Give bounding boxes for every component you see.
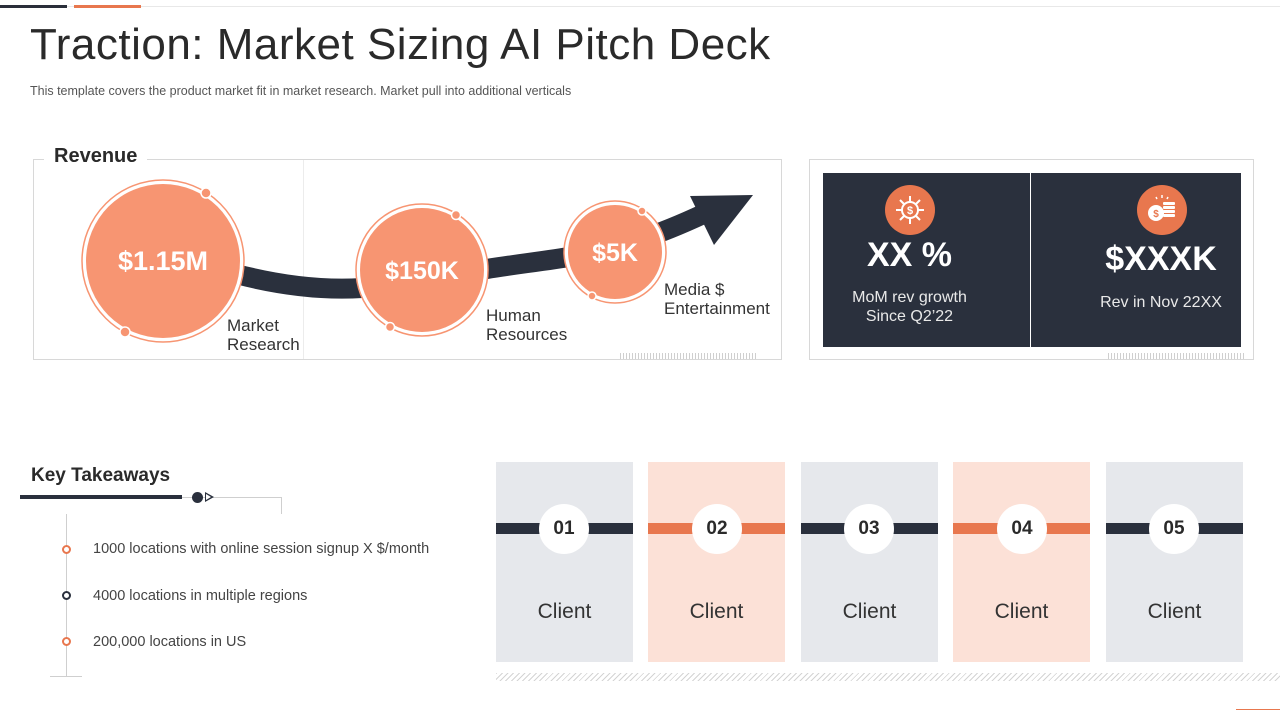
bubble-2-dot-a bbox=[450, 209, 462, 221]
bubble-3-value: $5K bbox=[592, 239, 638, 267]
key-takeaways-underline bbox=[20, 495, 182, 499]
client-label-2: Client bbox=[689, 600, 744, 623]
bubble-1-dot-b bbox=[119, 326, 131, 338]
page-title: Traction: Market Sizing AI Pitch Deck bbox=[30, 20, 771, 69]
bubble-1-value: $1.15M bbox=[117, 246, 209, 276]
client-card-5 bbox=[1106, 462, 1243, 662]
bubble-3-caption: Media $ Entertainment bbox=[664, 280, 770, 318]
takeaway-item-2: 4000 locations in multiple regions bbox=[93, 588, 308, 604]
metric-growth-value: XX % bbox=[866, 236, 953, 274]
takeaway-bullet-3 bbox=[62, 637, 71, 646]
svg-text:$: $ bbox=[1153, 209, 1159, 220]
play-icon-inner bbox=[206, 494, 211, 500]
bubble-1-dot-a bbox=[200, 187, 212, 199]
client-label-4: Client bbox=[994, 600, 1049, 623]
key-takeaways-foot bbox=[50, 676, 82, 677]
bubble-2 bbox=[360, 208, 484, 332]
bubble-3-dot-b bbox=[587, 291, 597, 301]
takeaway-bullet-2 bbox=[62, 591, 71, 600]
coins-icon: $ bbox=[1137, 185, 1187, 235]
client-card-1 bbox=[496, 462, 633, 662]
client-number-5: 05 bbox=[1149, 504, 1199, 554]
bubble-1 bbox=[86, 184, 240, 338]
bubble-1-caption: Market Research bbox=[227, 316, 300, 354]
takeaway-item-3: 200,000 locations in US bbox=[93, 634, 247, 650]
client-card-2 bbox=[648, 462, 785, 662]
metric-card-revenue bbox=[1031, 173, 1241, 347]
page-subtitle: This template covers the product market … bbox=[30, 84, 572, 98]
client-number-4: 04 bbox=[997, 504, 1047, 554]
key-takeaways-frame bbox=[66, 497, 282, 514]
svg-text:$: $ bbox=[907, 205, 913, 217]
revenue-label: Revenue bbox=[44, 145, 148, 168]
bottom-hatch bbox=[496, 673, 1280, 681]
takeaway-item-1: 1000 locations with online session signu… bbox=[93, 541, 430, 557]
bubble-3-dot-a bbox=[637, 206, 647, 216]
revenue-hatch bbox=[620, 353, 756, 359]
takeaway-bullet-1 bbox=[62, 545, 71, 554]
metric-revenue-caption: Rev in Nov 22XX bbox=[1100, 294, 1222, 311]
metric-separator bbox=[1030, 173, 1031, 347]
client-number-2: 02 bbox=[692, 504, 742, 554]
revenue-divider bbox=[303, 160, 304, 359]
client-card-4 bbox=[953, 462, 1090, 662]
client-label-3: Client bbox=[842, 600, 897, 623]
dollar-network-icon: $ bbox=[885, 185, 935, 235]
metrics-panel bbox=[809, 159, 1254, 360]
top-rule bbox=[0, 6, 1280, 7]
client-label-5: Client bbox=[1147, 600, 1202, 623]
key-takeaways-dot bbox=[192, 492, 203, 503]
bubble-2-dot-b bbox=[384, 321, 396, 333]
metric-revenue-value: $XXXK bbox=[1105, 240, 1217, 278]
top-accent-orange bbox=[74, 5, 141, 8]
bubble-3 bbox=[568, 205, 662, 299]
metric-growth-caption: MoM rev growth Since Q2’22 bbox=[852, 289, 967, 325]
revenue-panel bbox=[33, 159, 782, 360]
key-takeaways-title: Key Takeaways bbox=[31, 465, 171, 486]
corner-accent bbox=[1236, 709, 1280, 710]
top-accent-dark bbox=[0, 5, 67, 8]
client-number-3: 03 bbox=[844, 504, 894, 554]
bubble-2-value: $150K bbox=[385, 257, 459, 285]
client-label-1: Client bbox=[537, 600, 592, 623]
growth-arrow-head bbox=[690, 195, 753, 245]
metrics-hatch bbox=[1108, 353, 1244, 359]
client-card-3 bbox=[801, 462, 938, 662]
client-number-1: 01 bbox=[539, 504, 589, 554]
bubble-2-caption: Human Resources bbox=[486, 306, 568, 344]
